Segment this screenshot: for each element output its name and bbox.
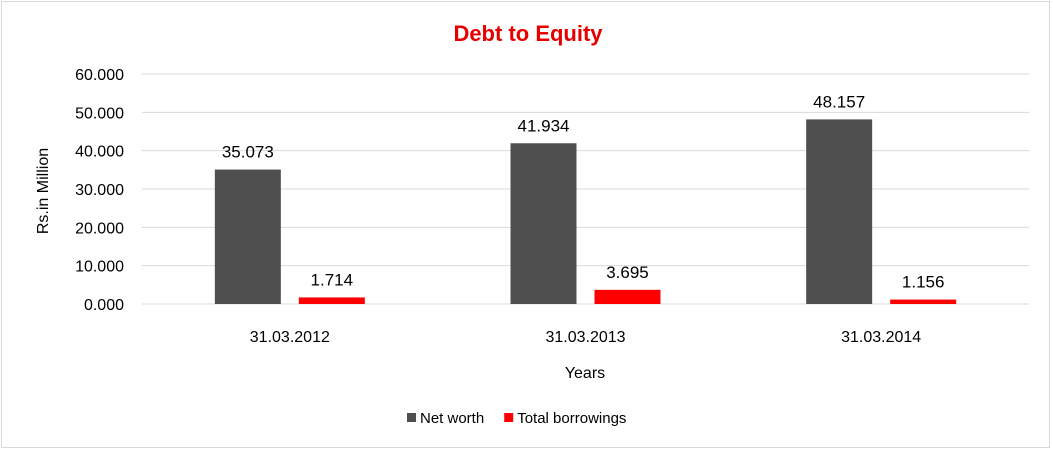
- y-tick-label: 60.000: [75, 67, 124, 84]
- bars: [214, 119, 957, 304]
- y-axis-ticks: 0.000 10.000 20.000 30.000 40.000 50.000 60.00…: [75, 67, 124, 314]
- gridlines: [142, 73, 1029, 305]
- data-label: 35.073: [222, 143, 274, 162]
- legend-swatch: [407, 413, 416, 422]
- bar-total-borrowings: [890, 299, 957, 304]
- x-tick-label: 31.03.2013: [545, 329, 625, 346]
- data-labels: 35.073 1.714 41.934 3.695 48.157 1.156: [222, 92, 945, 291]
- bar-total-borrowings: [298, 297, 365, 304]
- y-tick-label: 0.000: [84, 297, 124, 314]
- data-label: 41.934: [518, 116, 570, 135]
- x-axis-ticks: 31.03.2012 31.03.2013 31.03.2014: [250, 329, 922, 346]
- y-tick-label: 50.000: [75, 105, 124, 122]
- legend-swatch: [504, 413, 514, 422]
- y-tick-label: 40.000: [75, 144, 124, 161]
- bar-total-borrowings: [594, 289, 661, 304]
- y-tick-label: 20.000: [75, 220, 124, 237]
- bar-net-worth: [214, 169, 281, 304]
- x-tick-label: 31.03.2014: [841, 329, 921, 346]
- data-label: 48.157: [813, 92, 865, 111]
- y-tick-label: 30.000: [75, 182, 124, 199]
- chart-title: Debt to Equity: [453, 21, 603, 46]
- data-label: 1.156: [902, 273, 945, 292]
- legend-label: Net worth: [420, 410, 484, 427]
- x-axis-title: Years: [565, 365, 605, 382]
- y-tick-label: 10.000: [75, 259, 124, 276]
- data-label: 3.695: [606, 263, 649, 282]
- legend-label: Total borrowings: [517, 410, 626, 427]
- bar-net-worth: [510, 143, 577, 304]
- bar-net-worth: [806, 119, 873, 304]
- legend: Net worth Total borrowings: [407, 410, 626, 427]
- x-tick-label: 31.03.2012: [250, 329, 330, 346]
- y-axis-title: Rs.in Million: [35, 148, 52, 234]
- data-label: 1.714: [311, 270, 354, 289]
